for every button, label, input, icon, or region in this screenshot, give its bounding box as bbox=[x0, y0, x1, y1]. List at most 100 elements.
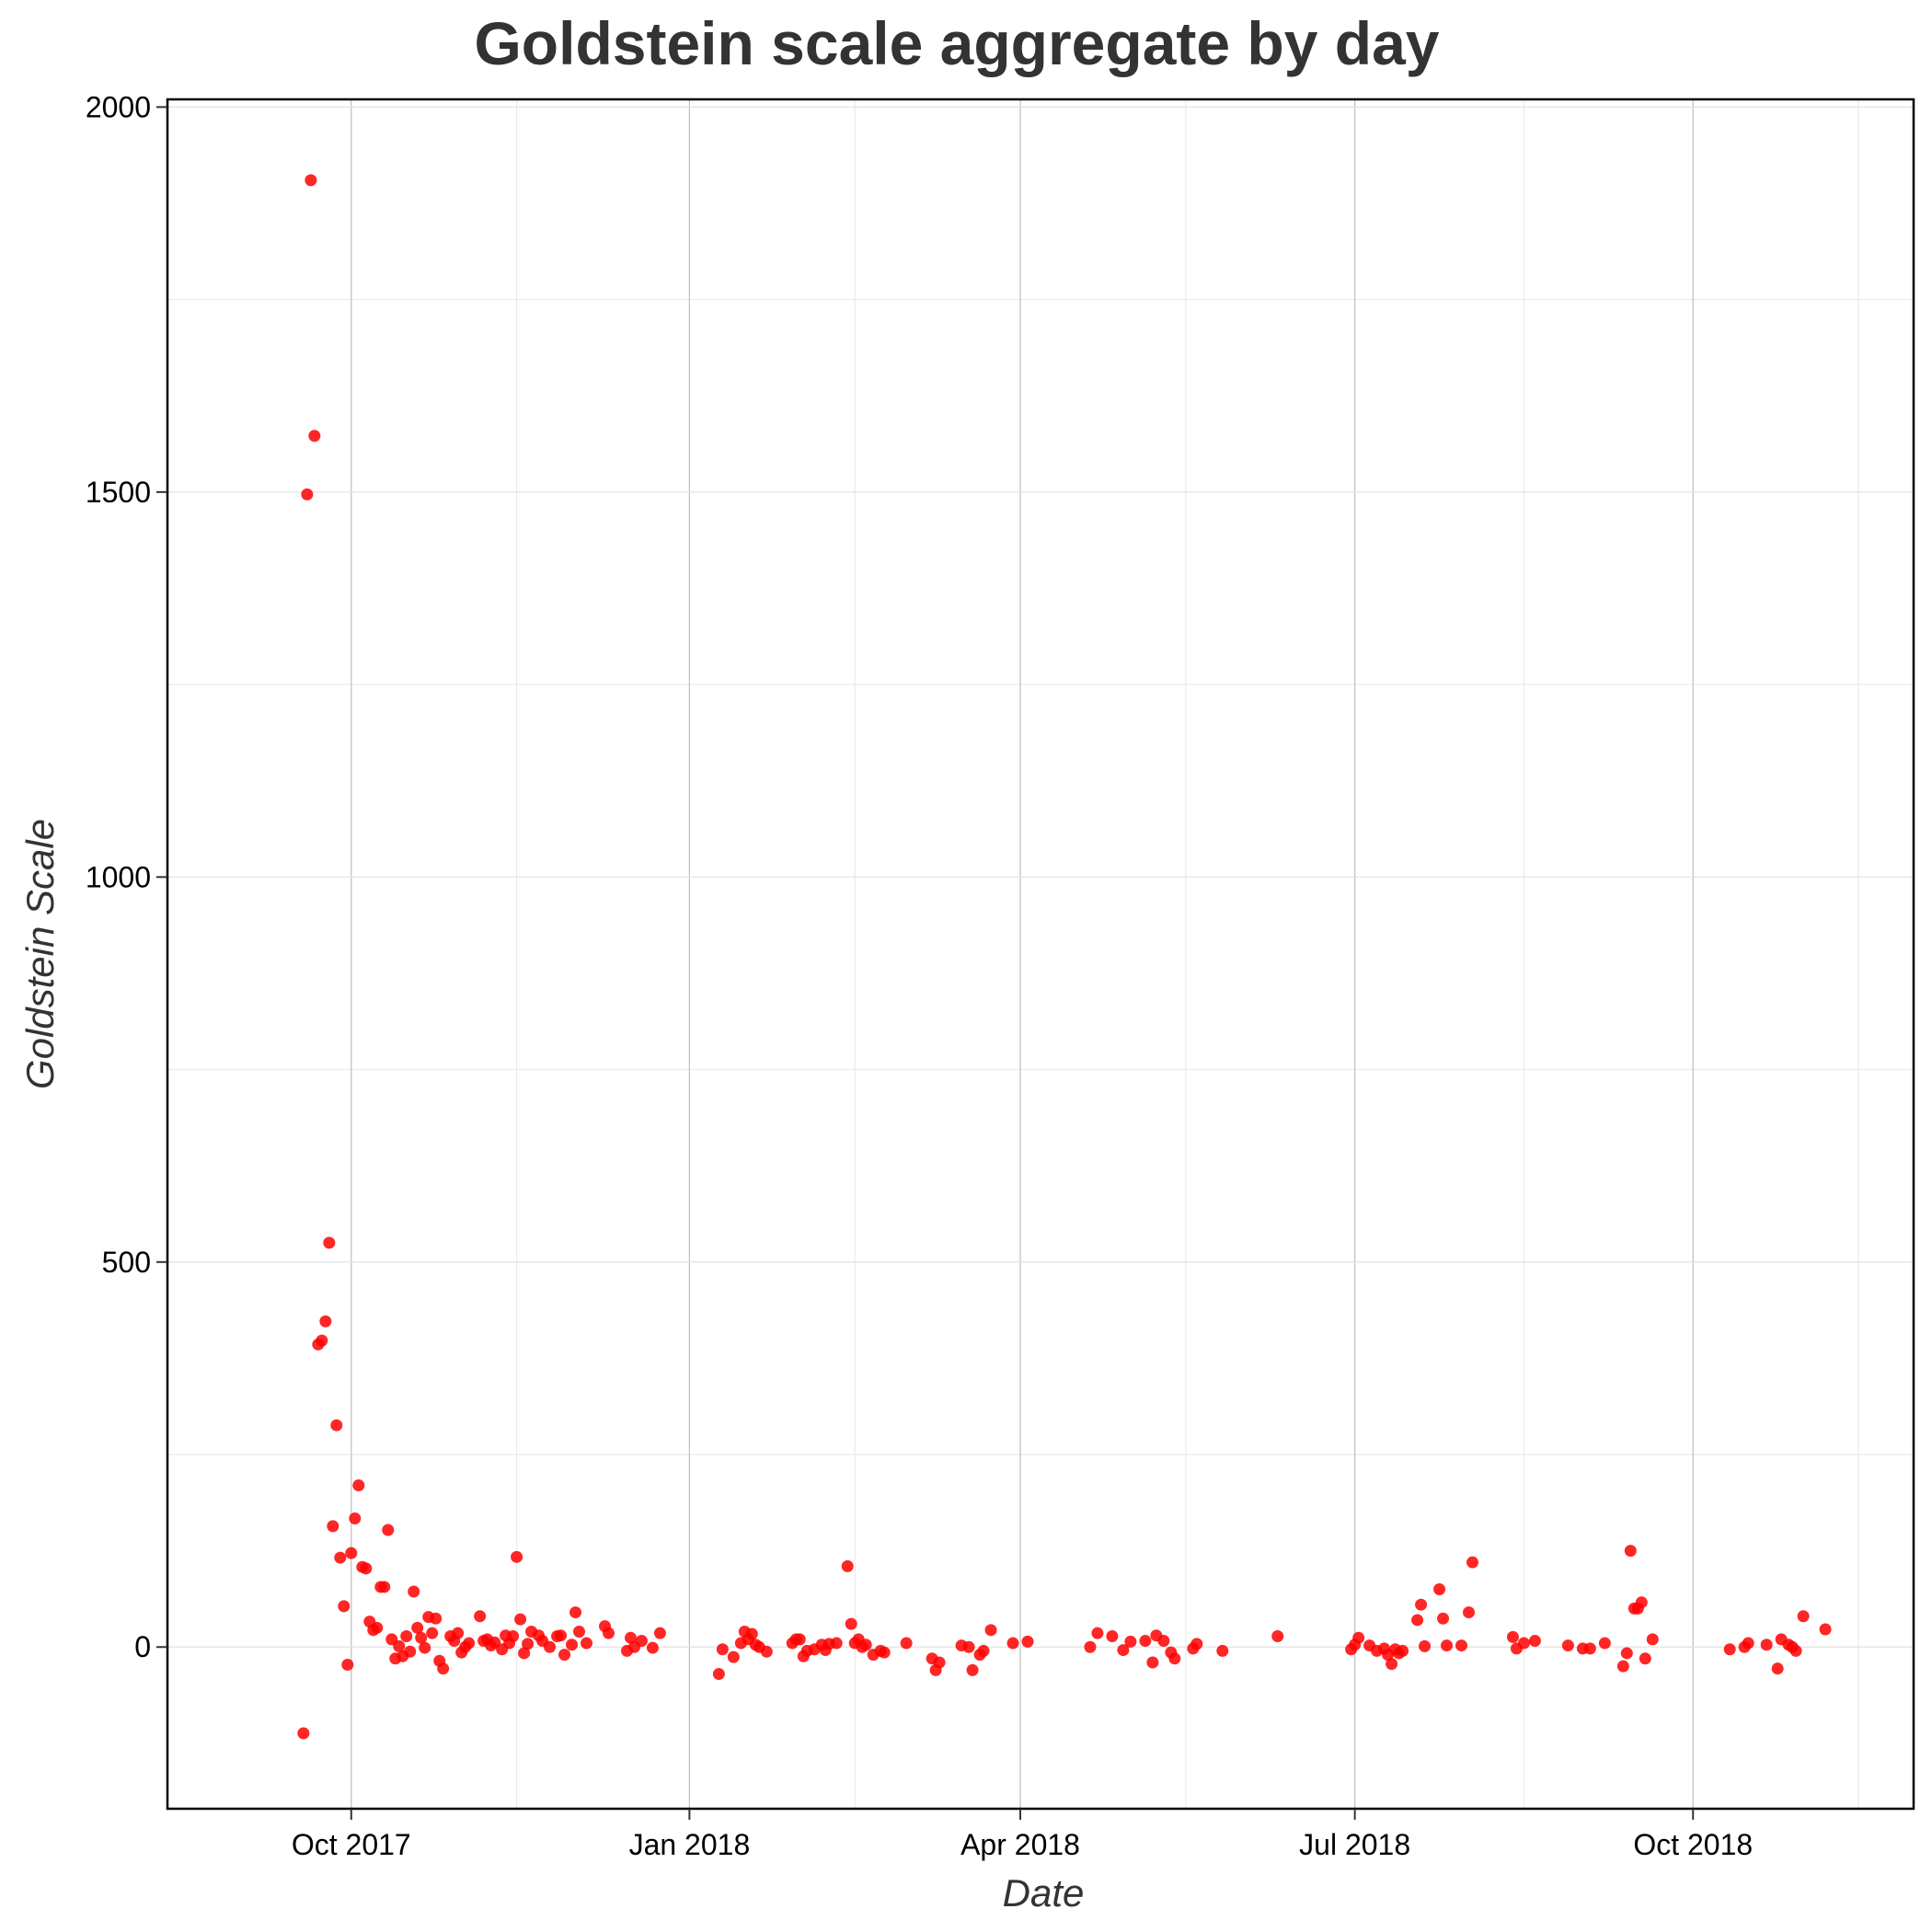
data-point bbox=[411, 1621, 424, 1634]
x-axis: Oct 2017 Jan 2018 Apr 2018 Jul 2018 Oct 2018 bbox=[292, 1809, 1753, 1861]
data-point bbox=[1386, 1658, 1398, 1671]
data-point bbox=[830, 1637, 843, 1650]
data-point bbox=[878, 1646, 891, 1659]
data-point bbox=[1415, 1598, 1428, 1611]
data-point bbox=[415, 1631, 428, 1644]
data-point bbox=[1271, 1630, 1284, 1643]
data-point bbox=[573, 1626, 586, 1639]
data-point bbox=[859, 1639, 872, 1651]
data-point bbox=[1760, 1639, 1773, 1651]
y-tick-label: 1500 bbox=[86, 476, 151, 509]
data-point bbox=[1084, 1640, 1097, 1653]
data-point bbox=[1106, 1630, 1119, 1643]
data-point bbox=[1598, 1637, 1611, 1650]
data-point bbox=[1561, 1639, 1574, 1652]
data-point bbox=[308, 430, 321, 443]
data-point bbox=[558, 1649, 571, 1662]
data-point bbox=[305, 174, 317, 187]
data-point bbox=[544, 1640, 557, 1653]
data-point bbox=[1124, 1635, 1137, 1648]
data-point bbox=[338, 1600, 351, 1613]
x-tick-label: Apr 2018 bbox=[960, 1828, 1080, 1861]
data-point bbox=[378, 1581, 391, 1593]
data-point bbox=[426, 1627, 439, 1639]
data-point bbox=[1146, 1656, 1159, 1669]
data-point bbox=[1771, 1662, 1784, 1675]
data-point bbox=[327, 1520, 339, 1533]
data-point bbox=[382, 1524, 395, 1536]
data-point bbox=[1117, 1644, 1130, 1657]
data-point bbox=[1506, 1630, 1519, 1643]
grid bbox=[167, 99, 1914, 1809]
data-point bbox=[712, 1668, 725, 1681]
data-point bbox=[1635, 1596, 1648, 1609]
data-point bbox=[1216, 1644, 1229, 1657]
data-point bbox=[349, 1512, 362, 1524]
data-point bbox=[1723, 1643, 1736, 1656]
data-point bbox=[297, 1727, 310, 1740]
data-point bbox=[1352, 1631, 1365, 1644]
data-point bbox=[1006, 1637, 1019, 1650]
data-point bbox=[301, 488, 314, 500]
data-point bbox=[400, 1630, 413, 1643]
x-tick-label: Oct 2018 bbox=[1633, 1828, 1753, 1861]
data-point bbox=[760, 1645, 773, 1658]
chart-title: Goldstein scale aggregate by day bbox=[474, 9, 1439, 77]
data-point bbox=[522, 1638, 535, 1650]
data-point bbox=[745, 1627, 758, 1640]
data-point bbox=[566, 1639, 579, 1651]
data-point bbox=[793, 1633, 806, 1646]
data-point bbox=[602, 1627, 615, 1639]
data-point bbox=[1463, 1606, 1476, 1619]
data-point bbox=[646, 1641, 659, 1654]
x-tick-label: Oct 2017 bbox=[292, 1828, 411, 1861]
data-point bbox=[323, 1236, 336, 1249]
data-point bbox=[319, 1315, 332, 1328]
data-point bbox=[845, 1617, 857, 1630]
data-point bbox=[569, 1606, 582, 1619]
data-point bbox=[345, 1547, 358, 1559]
data-point bbox=[1397, 1644, 1409, 1657]
y-axis: 0 500 1000 1500 2000 bbox=[86, 90, 167, 1663]
data-point bbox=[1517, 1637, 1530, 1650]
data-point bbox=[437, 1662, 450, 1675]
data-point bbox=[1742, 1637, 1754, 1650]
x-tick-label: Jan 2018 bbox=[629, 1828, 751, 1861]
data-point bbox=[1411, 1614, 1424, 1627]
data-point bbox=[1639, 1652, 1651, 1665]
data-point bbox=[341, 1658, 354, 1671]
data-point bbox=[1528, 1635, 1541, 1648]
data-point bbox=[404, 1645, 417, 1658]
x-axis-title: Date bbox=[1003, 1871, 1085, 1915]
data-point bbox=[716, 1643, 729, 1656]
data-point bbox=[430, 1612, 443, 1625]
data-point bbox=[1797, 1610, 1810, 1623]
data-points bbox=[297, 174, 1832, 1740]
data-point bbox=[334, 1551, 347, 1564]
data-point bbox=[1190, 1638, 1203, 1650]
data-point bbox=[352, 1478, 365, 1491]
data-point bbox=[933, 1656, 946, 1669]
data-point bbox=[1437, 1612, 1450, 1625]
data-point bbox=[1139, 1635, 1152, 1648]
data-point bbox=[371, 1621, 384, 1634]
data-point bbox=[1789, 1644, 1802, 1657]
data-point bbox=[1616, 1660, 1629, 1673]
data-point bbox=[977, 1644, 990, 1657]
data-point bbox=[393, 1639, 406, 1652]
data-point bbox=[1091, 1627, 1104, 1639]
data-point bbox=[966, 1663, 979, 1676]
data-point bbox=[1168, 1652, 1181, 1665]
y-tick-label: 2000 bbox=[86, 90, 151, 123]
data-point bbox=[653, 1627, 666, 1639]
data-point bbox=[360, 1562, 373, 1575]
data-point bbox=[1455, 1639, 1468, 1652]
data-point bbox=[1021, 1635, 1034, 1648]
data-point bbox=[635, 1635, 648, 1648]
data-point bbox=[514, 1613, 527, 1626]
data-point bbox=[1433, 1582, 1446, 1595]
data-point bbox=[452, 1627, 465, 1639]
data-point bbox=[474, 1610, 487, 1623]
data-point bbox=[316, 1334, 328, 1347]
data-point bbox=[518, 1647, 531, 1660]
